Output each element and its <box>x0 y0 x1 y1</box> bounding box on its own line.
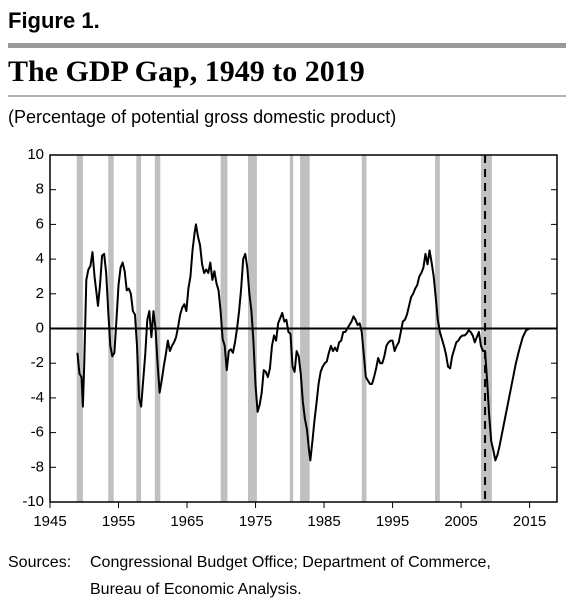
x-tick-label: 1975 <box>239 513 272 530</box>
source: Bureau of Economic Analysis. <box>90 581 302 598</box>
y-tick-label: 2 <box>36 285 44 302</box>
chart-title: The GDP Gap, 1949 to 2019 <box>8 55 365 88</box>
y-tick-label: 6 <box>36 215 44 232</box>
figure-label: Figure 1. <box>8 8 100 33</box>
y-tick-label: -10 <box>22 493 44 510</box>
x-tick-label: 1985 <box>307 513 340 530</box>
y-tick-label: -8 <box>31 458 44 475</box>
y-tick-label: -6 <box>31 424 44 441</box>
y-tick-label: -2 <box>31 354 44 371</box>
y-tick-label: 4 <box>36 250 44 267</box>
source-label: Sources: <box>8 554 71 571</box>
rule <box>8 43 566 48</box>
x-tick-label: 2015 <box>513 513 546 530</box>
x-tick-label: 1965 <box>170 513 203 530</box>
x-tick-label: 1995 <box>376 513 409 530</box>
subtitle: (Percentage of potential gross domestic … <box>8 107 396 127</box>
data-line <box>76 223 531 462</box>
x-tick-label: 2005 <box>444 513 477 530</box>
plot-frame <box>49 154 558 503</box>
y-tick-label: 10 <box>27 146 44 163</box>
y-tick-label: 8 <box>36 181 44 198</box>
y-tick-label: -4 <box>31 389 44 406</box>
y-tick-label: 0 <box>36 319 44 336</box>
x-tick-label: 1945 <box>33 513 66 530</box>
x-tick-label: 1955 <box>102 513 135 530</box>
source: Congressional Budget Office; Department … <box>90 554 491 571</box>
